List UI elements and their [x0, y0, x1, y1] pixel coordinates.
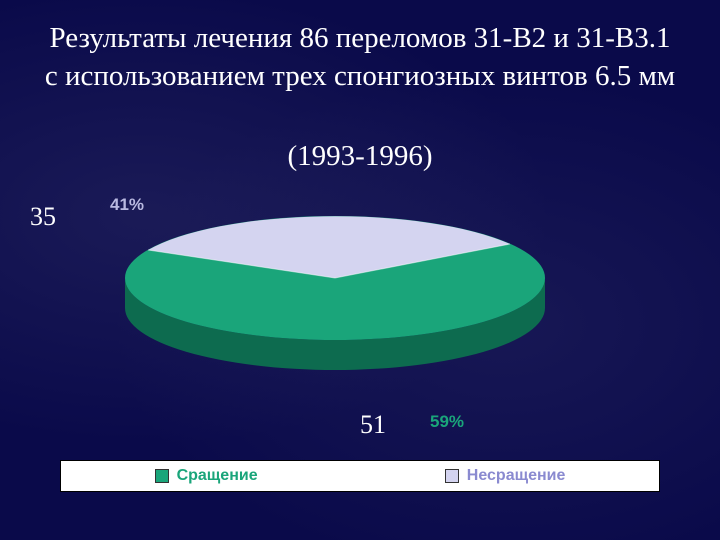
legend-swatch-nonunion: [445, 469, 459, 483]
legend: Сращение Несращение: [60, 460, 660, 492]
slide-title: Результаты лечения 86 переломов 31-В2 и …: [0, 20, 720, 95]
value-label-nonunion: 35: [30, 202, 56, 232]
legend-item-union: Сращение: [155, 467, 258, 485]
pie-chart: 35 51 41% 59%: [60, 190, 660, 450]
value-label-union: 51: [360, 410, 386, 440]
legend-swatch-union: [155, 469, 169, 483]
slide-subtitle: (1993-1996): [0, 140, 720, 173]
legend-item-nonunion: Несращение: [445, 467, 566, 485]
pie-3d-body: [110, 200, 560, 380]
pct-label-nonunion: 41%: [110, 195, 144, 215]
legend-text-union: Сращение: [177, 467, 258, 485]
pct-label-union: 59%: [430, 412, 464, 432]
legend-text-nonunion: Несращение: [467, 467, 566, 485]
